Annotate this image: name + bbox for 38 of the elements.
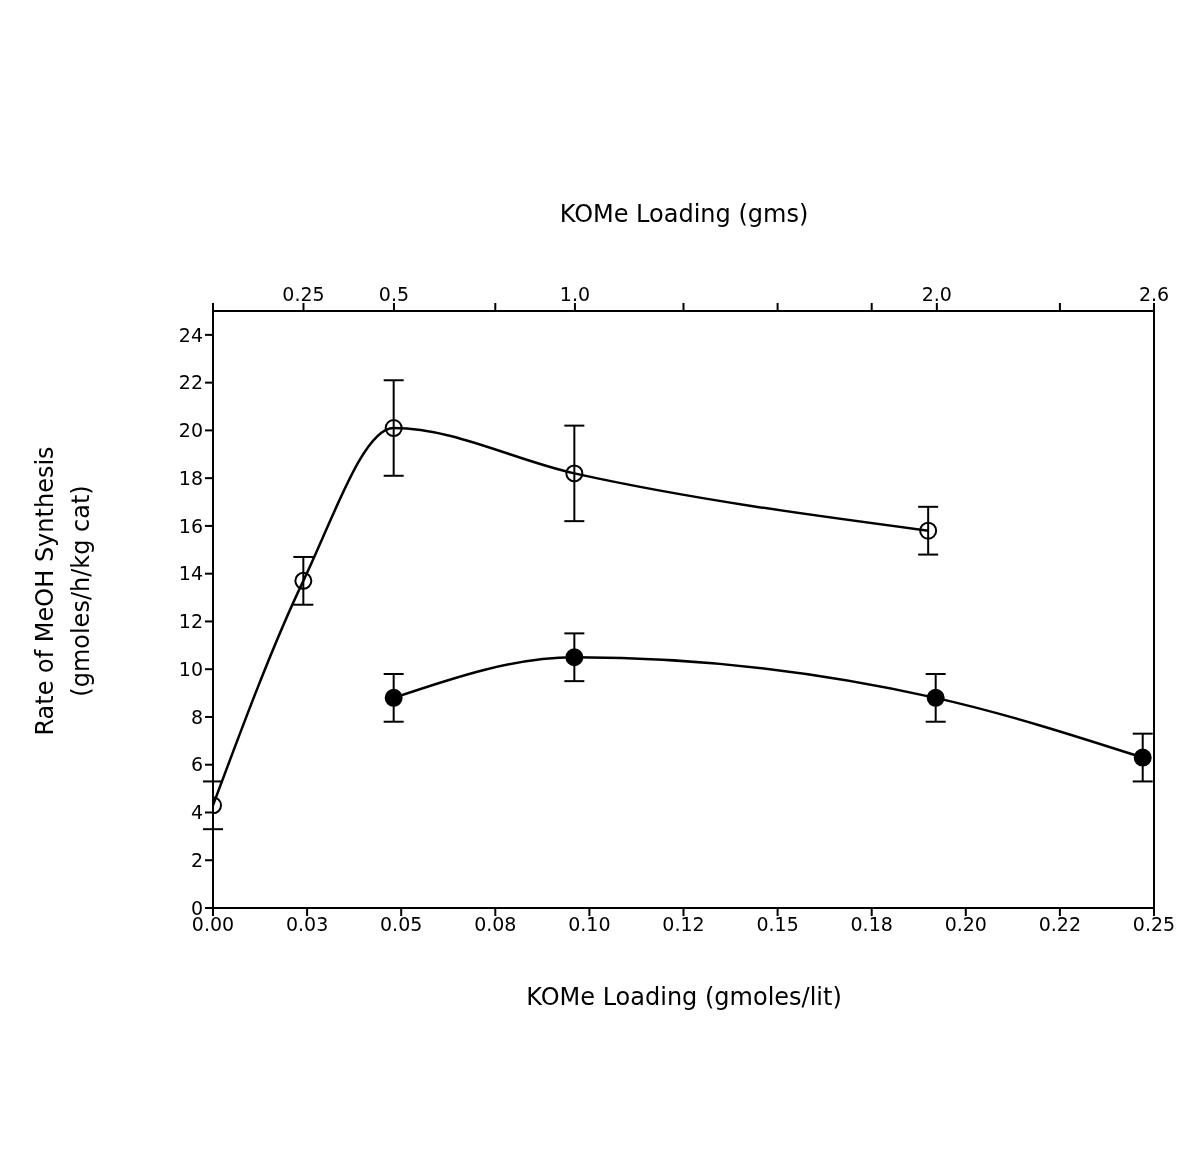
x-axis-title: KOMe Loading (gmoles/lit) xyxy=(525,983,843,1011)
x2-tick-label: 0.5 xyxy=(378,283,410,305)
x-tick-label: 0.18 xyxy=(850,913,893,936)
y-tick-label: 6 xyxy=(190,753,203,776)
x-tick-label: 0.15 xyxy=(756,913,799,936)
y-tick-label: 24 xyxy=(178,323,203,346)
y-tick-label: 14 xyxy=(178,562,203,585)
x2-tick-label: 0.25 xyxy=(282,283,325,305)
x2-tick-label: 2.0 xyxy=(921,283,952,305)
y-tick-label: 10 xyxy=(178,657,203,680)
y-tick-label: 20 xyxy=(178,419,203,442)
y-tick-label: 8 xyxy=(190,705,203,728)
point xyxy=(384,419,403,438)
x2-axis-title: KOMe Loading (gms) xyxy=(558,200,810,228)
point xyxy=(926,688,945,707)
point xyxy=(294,571,313,590)
y-tick-label: 12 xyxy=(178,610,203,633)
point xyxy=(919,521,938,540)
point xyxy=(565,648,584,667)
x2-tick-label: 2.6 xyxy=(1138,283,1170,305)
point xyxy=(1133,748,1152,767)
point xyxy=(565,464,584,483)
y-tick-label: 4 xyxy=(190,801,203,824)
point xyxy=(384,688,403,707)
x-tick-label: 0.20 xyxy=(944,913,987,936)
x-tick-label: 0.03 xyxy=(285,913,329,936)
x-tick-label: 0.25 xyxy=(1132,913,1176,936)
y-tick-label: 2 xyxy=(190,848,203,871)
x-tick-label: 0.05 xyxy=(380,913,423,936)
x2-tick-label: 1.0 xyxy=(559,283,591,305)
x-tick-label: 0.22 xyxy=(1038,913,1082,936)
x-tick-label: 0.12 xyxy=(662,913,705,936)
y-tick-label: 18 xyxy=(178,466,203,489)
x-tick-label: 0.10 xyxy=(568,913,611,936)
x-tick-label: 0.08 xyxy=(474,913,517,936)
y-axis-title: Rate of MeOH Synthesis (gmoles/h/kg cat) xyxy=(31,446,95,736)
y-tick-label: 16 xyxy=(178,514,203,537)
y-tick-label: 22 xyxy=(178,371,203,394)
